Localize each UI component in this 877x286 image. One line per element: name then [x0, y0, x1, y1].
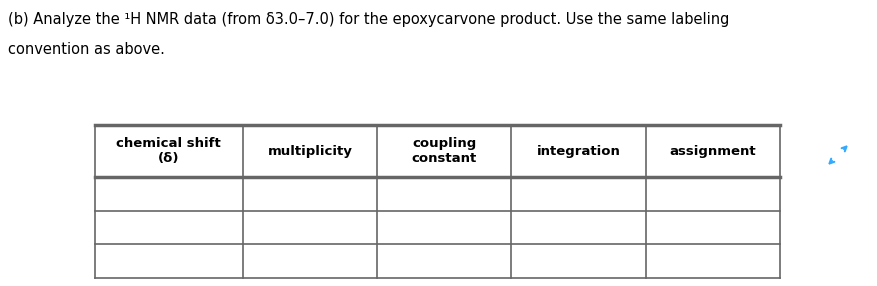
- Text: assignment: assignment: [669, 144, 755, 158]
- Text: (b) Analyze the ¹H NMR data (from δ3.0–7.0) for the epoxycarvone product. Use th: (b) Analyze the ¹H NMR data (from δ3.0–7…: [8, 12, 729, 27]
- Text: convention as above.: convention as above.: [8, 42, 165, 57]
- Text: chemical shift
(δ): chemical shift (δ): [117, 137, 221, 165]
- Text: coupling
constant: coupling constant: [411, 137, 476, 165]
- Text: multiplicity: multiplicity: [267, 144, 352, 158]
- Text: integration: integration: [536, 144, 620, 158]
